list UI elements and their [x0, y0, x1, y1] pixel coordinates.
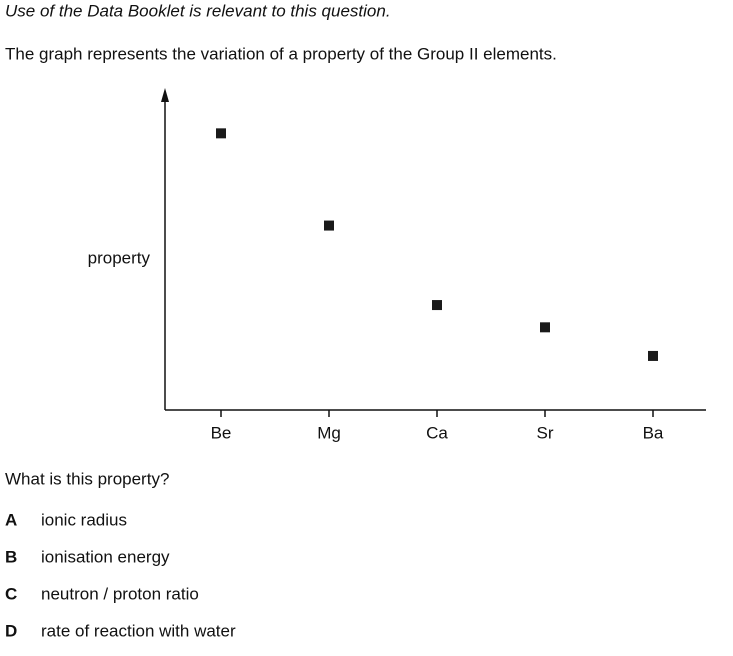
instruction: Use of the Data Booklet is relevant to t… — [5, 1, 391, 20]
question: What is this property? — [5, 469, 169, 488]
option-letter: B — [5, 547, 17, 566]
intro: The graph represents the variation of a … — [5, 44, 557, 63]
x-tick-label: Mg — [317, 423, 341, 442]
option-text: neutron / proton ratio — [41, 584, 199, 603]
option-letter: D — [5, 621, 17, 640]
data-point — [432, 300, 442, 311]
data-point — [216, 128, 226, 139]
x-tick-label: Be — [211, 423, 232, 442]
data-point — [324, 220, 334, 231]
option-letter: C — [5, 584, 17, 603]
option-text: rate of reaction with water — [41, 621, 236, 640]
option-text: ionic radius — [41, 510, 127, 529]
y-axis-arrow — [161, 88, 169, 102]
option-letter: A — [5, 510, 17, 529]
data-point — [540, 322, 550, 333]
x-tick-label: Ca — [426, 423, 448, 442]
y-axis-label: property — [88, 248, 151, 267]
x-tick-label: Ba — [643, 423, 664, 442]
x-tick-label: Sr — [537, 423, 554, 442]
data-point — [648, 350, 658, 361]
option-text: ionisation energy — [41, 547, 170, 566]
